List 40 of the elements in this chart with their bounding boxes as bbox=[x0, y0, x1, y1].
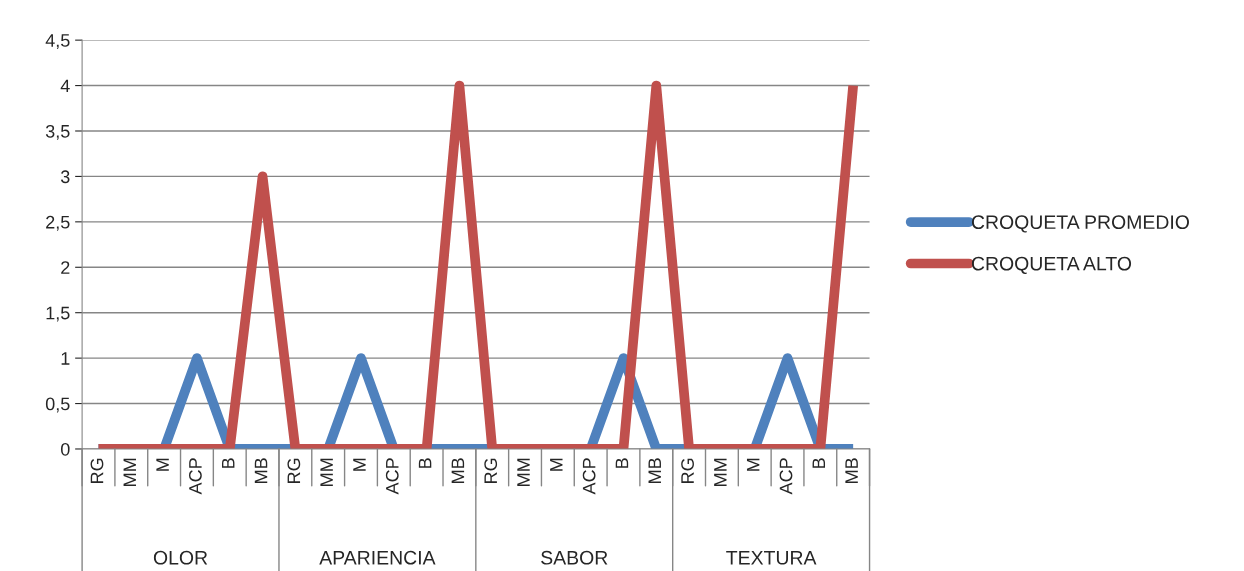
x-tick-label: RG bbox=[90, 458, 104, 483]
x-tick-label: M bbox=[746, 458, 760, 471]
x-tick-label: M bbox=[156, 458, 169, 471]
text: OLOR bbox=[153, 550, 208, 565]
x-tick-label: MB bbox=[254, 458, 268, 483]
x-tick-label: ACP bbox=[189, 458, 202, 495]
x-tick-label: M bbox=[353, 458, 366, 471]
x-tick-label: MM bbox=[714, 458, 727, 486]
y-tick-label: 3,5 bbox=[45, 124, 70, 140]
text: TEXTURA bbox=[726, 551, 817, 565]
x-tick-label: MB bbox=[845, 458, 858, 483]
legend-label: CROQUETA PROMEDIO bbox=[971, 215, 1189, 233]
x-tick-label: MB bbox=[451, 458, 465, 483]
y-tick-label: 3 bbox=[60, 170, 70, 184]
y-tick-label: 1,5 bbox=[46, 306, 70, 322]
x-tick-label: M bbox=[550, 458, 563, 471]
x-tick-label: B bbox=[418, 458, 432, 468]
text: SABOR bbox=[541, 550, 608, 565]
x-tick-label: RG bbox=[287, 458, 301, 483]
y-tick-label: 0 bbox=[60, 442, 70, 456]
y-tick-label: 0,5 bbox=[45, 397, 70, 413]
y-tick-label: 1 bbox=[61, 352, 70, 365]
y-tick-label: 2,5 bbox=[46, 215, 70, 231]
y-tick-label: 4,5 bbox=[45, 34, 70, 49]
legend-label: CROQUETA ALTO bbox=[971, 256, 1132, 274]
x-tick-label: B bbox=[615, 458, 629, 468]
x-tick-label: ACP bbox=[385, 458, 399, 495]
x-tick-label: MB bbox=[648, 458, 661, 483]
x-tick-label: RG bbox=[484, 458, 498, 483]
x-tick-label: MM bbox=[517, 458, 530, 486]
y-tick-label: 4 bbox=[60, 79, 70, 93]
x-tick-label: MM bbox=[320, 458, 333, 486]
text: APARIENCIA bbox=[319, 550, 436, 565]
y-tick-label: 2 bbox=[61, 261, 70, 274]
x-tick-label: MM bbox=[123, 458, 136, 486]
x-tick-label: B bbox=[222, 458, 235, 468]
x-tick-label: B bbox=[812, 458, 826, 468]
x-tick-label: RG bbox=[681, 458, 694, 483]
x-tick-label: ACP bbox=[779, 458, 793, 495]
x-tick-label: ACP bbox=[582, 458, 596, 495]
